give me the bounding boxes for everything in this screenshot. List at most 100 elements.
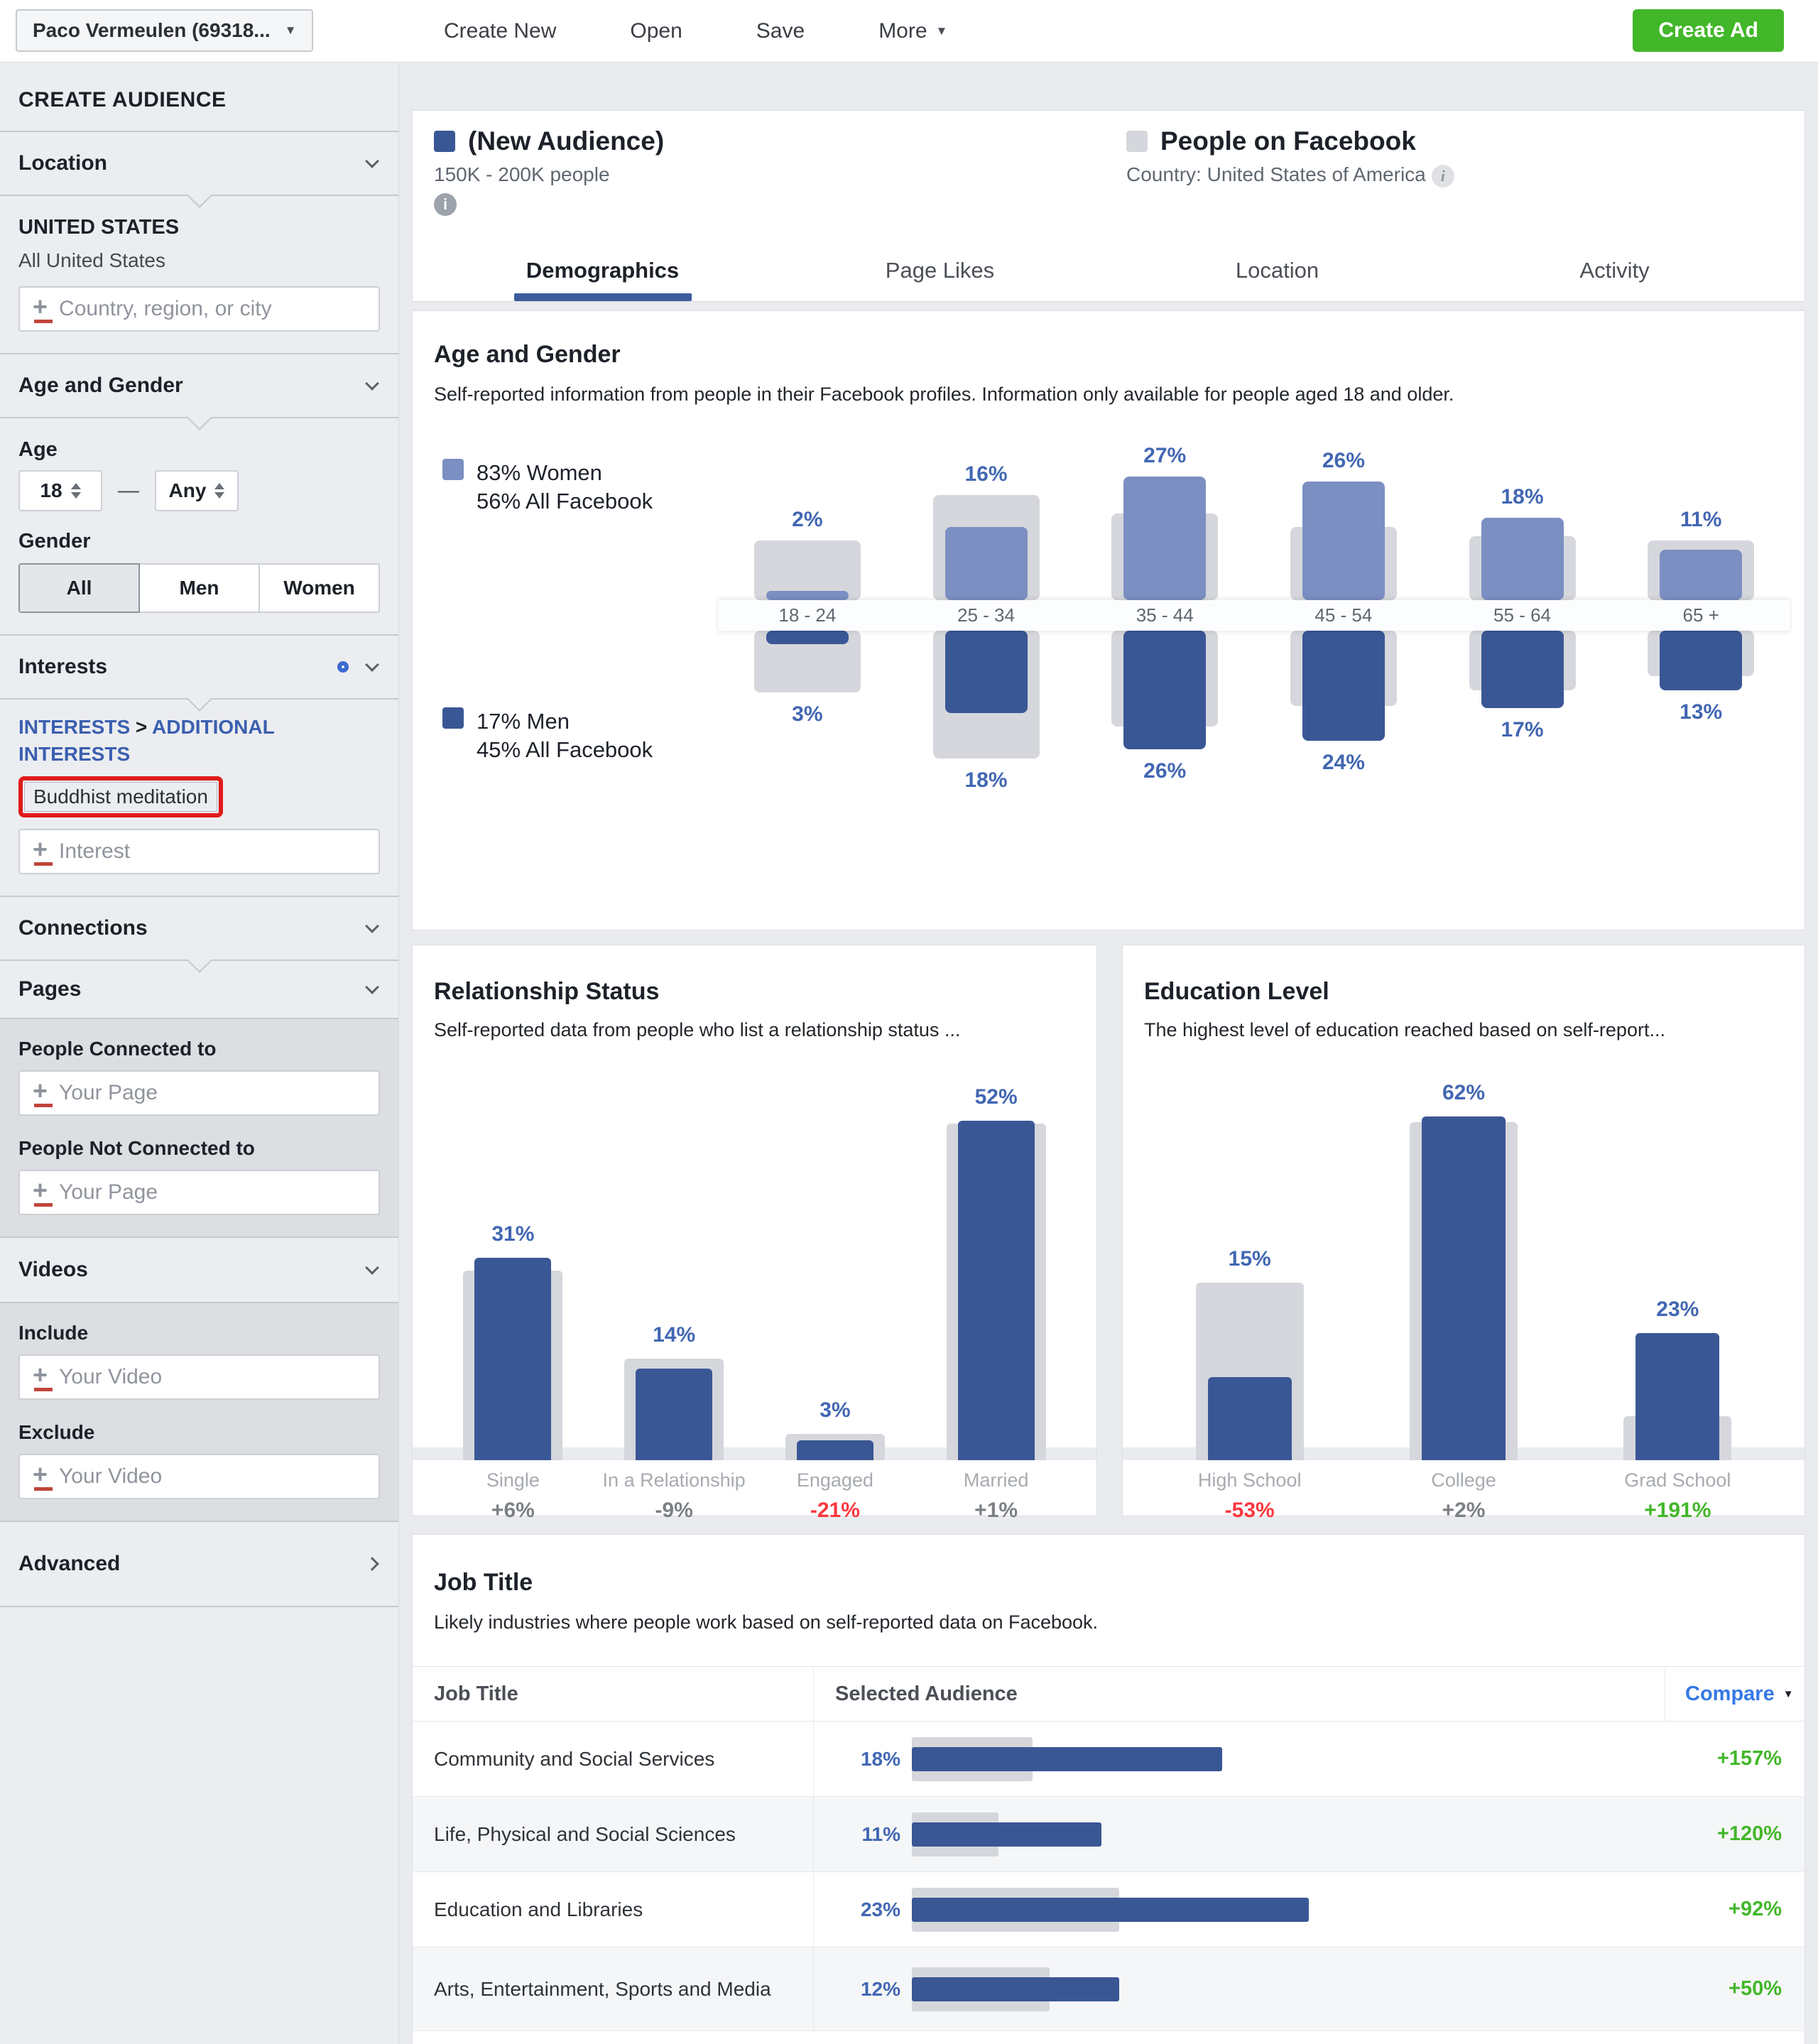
age-gender-title: Age and Gender: [434, 341, 621, 368]
age-min-select[interactable]: 18: [18, 470, 102, 511]
audience-pct: 11%: [861, 1822, 901, 1845]
bar-women-facebook-18-24[interactable]: [753, 540, 861, 600]
bar-audience-engaged[interactable]: [796, 1440, 873, 1460]
not-connected-page-input[interactable]: + Your Page: [18, 1170, 380, 1215]
job-table-header: Job Title Selected Audience Compare ▼: [413, 1666, 1805, 1722]
interests-breadcrumb[interactable]: INTERESTS > ADDITIONAL INTERESTS: [18, 716, 275, 765]
category-college: College +2%: [1356, 1469, 1570, 1523]
bar-women-audience-35-44[interactable]: [1123, 477, 1207, 600]
bar-women-audience-55-64[interactable]: [1481, 518, 1564, 600]
bar-men-audience-35-44[interactable]: [1123, 631, 1207, 750]
value-label-women-45-54: 26%: [1322, 448, 1365, 472]
value-label-men-65: 13%: [1680, 700, 1723, 724]
more-menu-button[interactable]: More ▼: [878, 19, 948, 43]
create-ad-button[interactable]: Create Ad: [1633, 9, 1784, 52]
save-button[interactable]: Save: [756, 19, 805, 43]
bar-audience-grad-school[interactable]: [1635, 1332, 1720, 1460]
axis-label-25-34: 25 - 34: [957, 604, 1015, 626]
compare-dropdown[interactable]: Compare ▼: [1685, 1682, 1794, 1705]
delta-label: -53%: [1224, 1499, 1275, 1522]
value-label-women-18-24: 2%: [792, 508, 823, 532]
selected-interest-chip[interactable]: Buddhist meditation: [24, 782, 217, 812]
divider: [0, 1302, 398, 1303]
section-notch-divider: [0, 195, 398, 196]
bar-audience-single[interactable]: [474, 1257, 552, 1460]
compare-value: +120%: [1716, 1822, 1782, 1845]
bar-audience-married[interactable]: [957, 1120, 1035, 1460]
bar-women-audience-45-54[interactable]: [1302, 481, 1385, 600]
section-interests[interactable]: Interests: [0, 636, 398, 698]
tab-location[interactable]: Location: [1235, 258, 1319, 283]
interest-input[interactable]: + Interest: [18, 829, 380, 874]
section-notch-divider: [0, 417, 398, 418]
section-advanced[interactable]: Advanced: [0, 1522, 398, 1606]
chevron-down-icon: [365, 376, 379, 391]
bar-audience-life-physical-and-social-sciences[interactable]: [912, 1822, 1102, 1847]
range-dash: —: [118, 479, 139, 502]
benchmark-name: People on Facebook: [1160, 126, 1416, 156]
men-swatch: [442, 707, 464, 729]
gender-men-button[interactable]: Men: [138, 563, 260, 613]
column-high-school: 15%: [1143, 1059, 1356, 1460]
create-new-button[interactable]: Create New: [444, 19, 557, 43]
connected-page-input[interactable]: + Your Page: [18, 1070, 380, 1116]
age-axis-band: 18 - 24 25 - 34 35 - 44 45 - 54 55 - 64 65 +: [718, 600, 1790, 631]
section-connections[interactable]: Connections: [0, 897, 398, 960]
bar-women-audience-18-24[interactable]: [766, 591, 849, 600]
chevron-down-icon: [365, 1261, 379, 1275]
bar-women-audience-25-34[interactable]: [945, 526, 1028, 600]
men-pct: 17% Men: [477, 709, 570, 734]
include-video-input[interactable]: + Your Video: [18, 1354, 380, 1400]
audience-header-card: (New Audience) 150K - 200K people i Peop…: [412, 110, 1805, 302]
gender-women-button[interactable]: Women: [258, 563, 380, 613]
section-pages[interactable]: Pages: [0, 961, 398, 1018]
women-legend: 83% Women 56% All Facebook: [442, 459, 653, 516]
table-row[interactable]: Arts, Entertainment, Sports and Media 12%…: [413, 1947, 1805, 2031]
location-input[interactable]: + Country, region, or city: [18, 286, 380, 332]
account-selector[interactable]: Paco Vermeulen (69318... ▼: [16, 9, 314, 52]
bar-men-audience-55-64[interactable]: [1481, 631, 1564, 709]
location-scope: All United States: [18, 249, 165, 271]
add-icon: +: [33, 835, 53, 866]
info-icon[interactable]: i: [1431, 164, 1454, 187]
account-name: Paco Vermeulen (69318...: [33, 19, 271, 41]
table-row[interactable]: Community and Social Services 18% +157%: [413, 1722, 1805, 1797]
job-label: Education and Libraries: [434, 1898, 643, 1920]
location-placeholder: Country, region, or city: [59, 297, 272, 320]
open-button[interactable]: Open: [630, 19, 682, 43]
table-row[interactable]: Education and Libraries 23% +92%: [413, 1872, 1805, 1947]
bar-women-audience-65[interactable]: [1660, 550, 1743, 600]
bar-men-audience-25-34[interactable]: [945, 631, 1028, 713]
gender-all-button[interactable]: All: [18, 563, 140, 613]
axis-label-65: 65 +: [1682, 604, 1719, 626]
job-title-card: Job Title Likely industries where people…: [412, 1534, 1805, 2044]
bar-audience-high-school[interactable]: [1207, 1377, 1292, 1460]
info-icon[interactable]: i: [434, 193, 457, 216]
bar-men-audience-18-24[interactable]: [766, 631, 849, 645]
bar-audience-college[interactable]: [1421, 1116, 1506, 1460]
tab-demographics[interactable]: Demographics: [434, 240, 771, 301]
stepper-icon: [214, 483, 225, 499]
chevron-right-icon: [365, 1557, 379, 1571]
bar-men-audience-65[interactable]: [1660, 631, 1743, 690]
bar-men-audience-45-54[interactable]: [1302, 631, 1385, 741]
section-videos[interactable]: Videos: [0, 1238, 398, 1302]
age-max-select[interactable]: Any: [155, 470, 239, 511]
not-connected-label: People Not Connected to: [18, 1137, 255, 1159]
bar-audience-in-a-relationship[interactable]: [636, 1369, 713, 1460]
axis-label-18-24: 18 - 24: [778, 604, 837, 626]
tab-page-likes[interactable]: Page Likes: [885, 258, 995, 283]
top-menu: Create New Open Save More ▼: [444, 0, 947, 62]
value-label-women-65: 11%: [1680, 508, 1722, 532]
compare-value: +50%: [1729, 1977, 1782, 2000]
table-row[interactable]: Life, Physical and Social Sciences 11% +12…: [413, 1797, 1805, 1872]
section-age-gender[interactable]: Age and Gender: [0, 354, 398, 417]
section-location[interactable]: Location: [0, 132, 398, 195]
age-gender-card: Age and Gender Self-reported information…: [412, 310, 1805, 930]
exclude-video-input[interactable]: + Your Video: [18, 1454, 380, 1499]
job-bar-cell: 18%: [814, 1722, 1665, 1796]
bar-audience-community-and-social-services[interactable]: [912, 1746, 1223, 1771]
bar-audience-arts-entertainment-sports-and-media[interactable]: [912, 1977, 1119, 2001]
tab-activity[interactable]: Activity: [1579, 258, 1650, 283]
bar-audience-education-and-libraries[interactable]: [912, 1897, 1309, 1922]
